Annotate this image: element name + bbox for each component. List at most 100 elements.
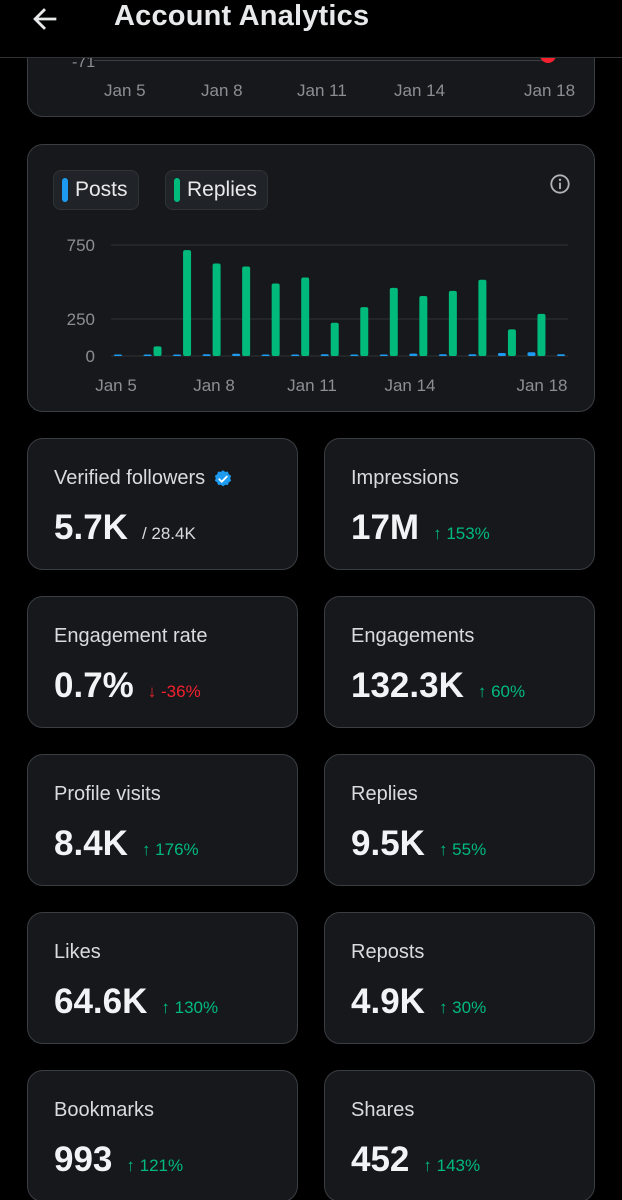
stat-card[interactable]: Engagements 132.3K ↑ 60% <box>324 596 595 728</box>
stat-value: 0.7% <box>54 666 134 705</box>
posts-bar[interactable] <box>232 353 241 356</box>
legend-posts[interactable]: Posts <box>53 170 139 210</box>
stat-card[interactable]: Engagement rate 0.7% ↓ -36% <box>27 596 298 728</box>
top-chart-axis <box>94 60 554 61</box>
stat-value-row: 64.6K ↑ 130% <box>54 982 218 1022</box>
stat-card[interactable]: Reposts 4.9K ↑ 30% <box>324 912 595 1044</box>
stat-value: 9.5K <box>351 824 425 863</box>
stat-card[interactable]: Likes 64.6K ↑ 130% <box>27 912 298 1044</box>
stat-label: Replies <box>351 783 418 806</box>
posts-bar[interactable] <box>527 352 536 356</box>
y-tick-label: 750 <box>67 236 95 255</box>
posts-bar[interactable] <box>320 354 329 356</box>
top-chart-xtick: Jan 8 <box>201 81 243 100</box>
stat-change: ↑ 130% <box>161 998 219 1017</box>
stat-value-row: 132.3K ↑ 60% <box>351 666 525 706</box>
y-tick-label: 0 <box>86 347 95 366</box>
legend-posts-swatch <box>62 178 68 202</box>
replies-bar[interactable] <box>389 287 398 356</box>
stat-label: Engagement rate <box>54 625 207 648</box>
posts-bar[interactable] <box>143 354 152 357</box>
stat-card[interactable]: Replies 9.5K ↑ 55% <box>324 754 595 886</box>
stat-value: 452 <box>351 1140 410 1179</box>
top-chart-xtick: Jan 11 <box>297 81 347 100</box>
stat-change: ↑ 153% <box>433 524 490 543</box>
stat-total: / 28.4K <box>141 524 196 543</box>
stat-label: Reposts <box>351 941 424 964</box>
stat-change: ↑ 121% <box>126 1156 184 1175</box>
stat-label: Impressions <box>351 467 459 490</box>
posts-bar[interactable] <box>350 354 359 357</box>
stat-value-row: 9.5K ↑ 55% <box>351 824 486 864</box>
posts-bar[interactable] <box>409 353 418 356</box>
posts-bar[interactable] <box>438 354 447 356</box>
stat-value: 132.3K <box>351 666 464 705</box>
stat-card[interactable]: Profile visits 8.4K ↑ 176% <box>27 754 298 886</box>
stat-label-text: Engagement rate <box>54 625 208 647</box>
stat-card[interactable]: Shares 452 ↑ 143% <box>324 1070 595 1200</box>
legend-replies-label: Replies <box>187 178 258 201</box>
stat-label-text: Replies <box>351 783 418 805</box>
posts-bar[interactable] <box>114 354 122 357</box>
stat-label: Bookmarks <box>54 1099 154 1122</box>
legend-replies-swatch <box>174 178 180 202</box>
stat-value: 8.4K <box>54 824 128 863</box>
posts-bar[interactable] <box>291 354 300 357</box>
replies-bar[interactable] <box>360 307 369 356</box>
replies-bar[interactable] <box>242 266 251 356</box>
top-chart-red-marker <box>540 55 556 63</box>
activity-chart-card: Posts Replies 750 250 0 Jan 5 Jan 8 Jan 11 Jan… <box>27 144 595 412</box>
replies-bar[interactable] <box>537 313 546 356</box>
posts-bar[interactable] <box>202 354 211 356</box>
x-tick-label: Jan 5 <box>95 376 137 395</box>
posts-bar[interactable] <box>497 353 506 356</box>
stat-label-text: Bookmarks <box>54 1099 155 1121</box>
legend-posts-label: Posts <box>75 178 128 201</box>
stat-card[interactable]: Impressions 17M ↑ 153% <box>324 438 595 570</box>
stat-value: 993 <box>54 1140 113 1179</box>
stat-label: Profile visits <box>54 783 161 806</box>
stat-value: 4.9K <box>351 982 425 1021</box>
replies-bar[interactable] <box>478 279 487 356</box>
stat-value-row: 4.9K ↑ 30% <box>351 982 486 1022</box>
x-tick-label: Jan 11 <box>287 376 337 395</box>
y-tick-label: 250 <box>67 310 95 329</box>
posts-bar[interactable] <box>261 354 270 357</box>
stat-label-text: Reposts <box>351 941 425 963</box>
stat-card[interactable]: Bookmarks 993 ↑ 121% <box>27 1070 298 1200</box>
stat-change: ↑ 176% <box>141 840 199 859</box>
stat-change: ↑ 55% <box>438 840 487 859</box>
stat-change: ↑ 60% <box>477 682 526 701</box>
replies-bar[interactable] <box>330 322 339 356</box>
replies-bar[interactable] <box>419 296 428 356</box>
stat-change: ↑ 143% <box>423 1156 481 1175</box>
arrow-left-icon[interactable] <box>28 2 62 36</box>
legend-replies[interactable]: Replies <box>165 170 269 210</box>
stat-label-text: Engagements <box>351 625 475 647</box>
replies-bar[interactable] <box>212 263 221 357</box>
posts-bar[interactable] <box>468 354 477 356</box>
top-chart-xtick: Jan 5 <box>104 81 146 100</box>
stat-value: 5.7K <box>54 508 128 547</box>
posts-bar[interactable] <box>379 354 388 357</box>
stat-label-text: Verified followers <box>54 467 206 489</box>
replies-bar[interactable] <box>301 277 310 356</box>
posts-bar[interactable] <box>173 354 182 357</box>
info-icon[interactable] <box>549 173 571 195</box>
stat-label: Likes <box>54 941 101 964</box>
stat-value-row: 8.4K ↑ 176% <box>54 824 199 864</box>
replies-bar[interactable] <box>507 329 516 356</box>
replies-bar[interactable] <box>153 346 162 356</box>
stat-label-text: Likes <box>54 941 101 963</box>
replies-bar[interactable] <box>448 290 457 356</box>
stat-label-text: Profile visits <box>54 783 161 805</box>
stat-card[interactable]: Verified followers 5.7K / 28.4K <box>27 438 298 570</box>
stat-label-text: Shares <box>351 1099 415 1121</box>
stat-value-row: 0.7% ↓ -36% <box>54 666 201 706</box>
posts-bar[interactable] <box>557 354 565 356</box>
stat-value-row: 452 ↑ 143% <box>351 1140 480 1180</box>
replies-bar[interactable] <box>183 250 192 356</box>
replies-bar[interactable] <box>271 283 280 356</box>
